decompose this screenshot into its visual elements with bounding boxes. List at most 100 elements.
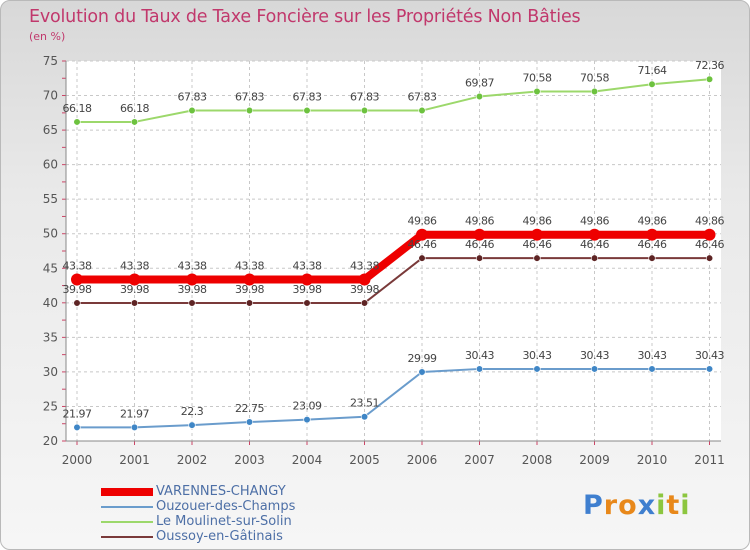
data-label: 21.97 [120,407,149,420]
x-tick-label: 2003 [234,453,265,467]
data-label: 67.83 [235,91,264,104]
data-point [73,423,81,431]
data-label: 43.38 [293,259,322,272]
y-tick-label: 55 [43,192,58,206]
data-point [648,365,656,373]
proxiti-logo: Proxiti [583,490,691,521]
x-tick-label: 2005 [349,453,380,467]
series-line-0 [77,230,710,284]
data-label: 23.09 [293,400,322,413]
data-label: 30.43 [580,349,609,362]
data-point [301,273,313,286]
data-label: 67.83 [178,91,207,104]
data-label: 39.98 [178,283,207,296]
data-point [588,228,601,241]
data-label: 21.97 [63,407,92,420]
data-label: 49.86 [695,215,724,228]
chart-subtitle: (en %) [29,30,66,43]
y-tick-label: 30 [43,365,58,379]
data-label: 66.18 [120,102,149,115]
data-label: 49.86 [580,215,609,228]
data-label: 46.46 [523,238,552,251]
data-label: 72.36 [695,59,724,72]
data-point [418,254,426,262]
data-point [531,228,543,241]
data-label: 43.38 [350,259,379,272]
plot-area [66,61,721,441]
logo-letter: P [583,490,604,521]
data-label: 66.18 [63,102,92,115]
data-label: 39.98 [235,283,264,296]
logo-letter: i [656,490,667,521]
data-point [475,254,484,262]
x-tick-label: 2008 [522,453,553,467]
y-tick-label: 20 [43,434,58,448]
data-label: 67.83 [408,91,437,104]
legend-label: VARENNES-CHANGY [156,484,286,499]
data-point [303,416,311,424]
x-tick-label: 2000 [62,453,93,467]
data-label: 70.58 [580,72,609,85]
data-point [360,413,369,421]
data-label: 46.46 [695,238,724,251]
data-point [245,299,254,307]
data-point [533,365,541,373]
x-tick-label: 2004 [292,453,323,467]
y-tick-label: 35 [43,330,58,344]
data-label: 39.98 [350,283,379,296]
y-tick-label: 60 [43,158,58,172]
data-point [705,365,714,373]
data-label: 30.43 [465,349,494,362]
data-label: 70.58 [523,72,552,85]
data-point [130,299,139,307]
data-label: 49.86 [523,215,552,228]
data-point [245,418,254,426]
data-point [418,106,426,115]
logo-letter: i [680,490,691,521]
data-point [705,254,714,262]
data-point [648,80,656,88]
data-point [128,273,141,286]
series-line-1 [77,367,710,429]
data-point [360,106,369,115]
data-point [533,254,541,262]
data-point [418,368,426,376]
data-label: 23.51 [350,397,379,410]
data-label: 30.43 [638,349,667,362]
x-tick-label: 2001 [119,453,150,467]
data-point [130,423,139,431]
data-point [360,299,369,307]
data-point [130,118,139,126]
data-label: 67.83 [293,91,322,104]
x-tick-label: 2007 [464,453,495,467]
data-label: 67.83 [350,91,379,104]
data-label: 30.43 [523,349,552,362]
data-point [303,106,311,115]
data-point [590,254,599,262]
data-point [73,299,81,307]
data-point [703,228,716,241]
data-point [358,273,371,286]
legend-label: Le Moulinet-sur-Solin [156,514,292,529]
x-tick-label: 2011 [694,453,725,467]
y-tick-label: 70 [43,89,58,103]
x-tick-label: 2006 [407,453,438,467]
data-label: 43.38 [63,259,92,272]
data-point [648,254,656,262]
data-point [590,87,599,96]
data-point [475,365,484,373]
logo-letter: r [603,490,619,521]
data-label: 49.86 [465,215,494,228]
data-label: 43.38 [235,259,264,272]
data-label: 49.86 [408,215,437,228]
data-label: 46.46 [580,238,609,251]
data-label: 22.75 [235,402,264,415]
data-point [705,75,714,83]
legend-label: Oussoy-en-Gâtinais [156,529,283,544]
data-label: 71.64 [638,64,667,77]
data-label: 39.98 [63,283,92,296]
y-tick-label: 45 [43,261,58,275]
data-point [473,228,486,241]
data-point [646,228,658,241]
data-point [475,92,484,101]
